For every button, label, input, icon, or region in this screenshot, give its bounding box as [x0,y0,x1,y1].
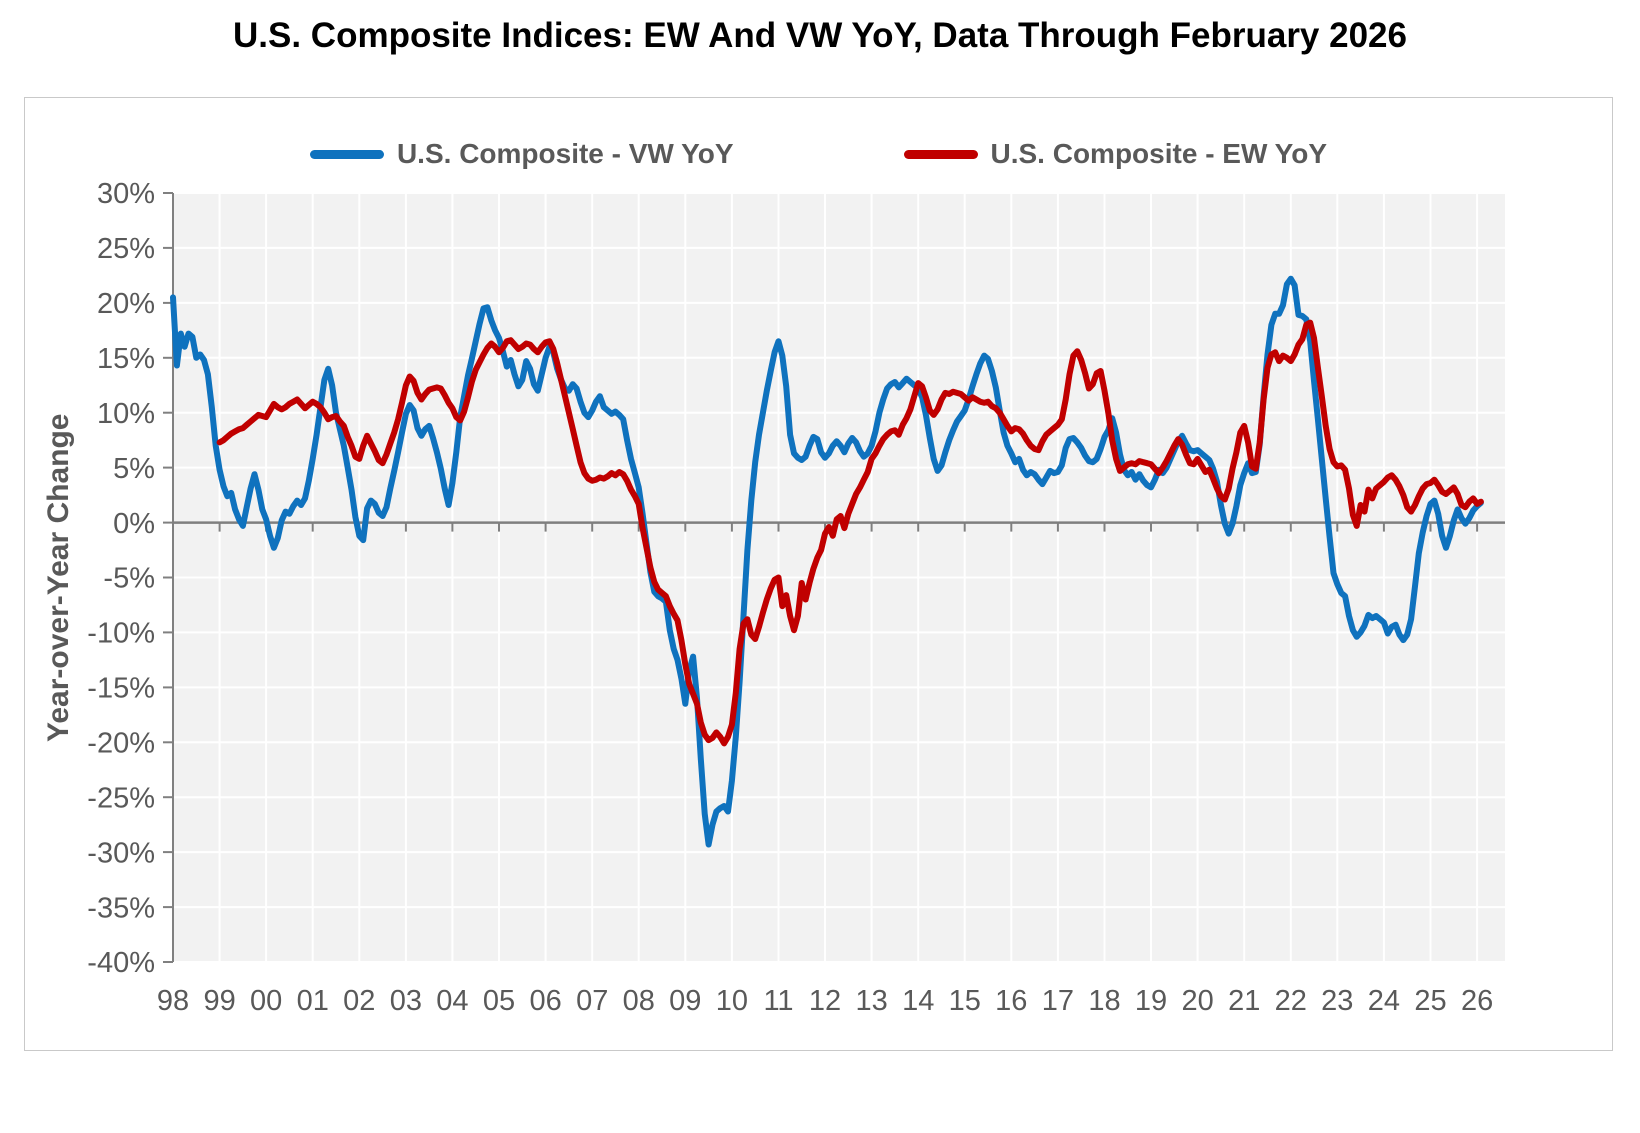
y-tick-label: 20% [97,288,155,320]
x-tick-label: 00 [250,985,282,1017]
legend-label-ew: U.S. Composite - EW YoY [990,138,1328,169]
y-tick-label: -5% [103,563,155,595]
y-tick-label: 5% [113,453,155,485]
x-tick-label: 15 [949,985,981,1017]
x-tick-label: 17 [1042,985,1074,1017]
x-tick-label: 01 [297,985,329,1017]
x-tick-label: 20 [1181,985,1213,1017]
x-tick-label: 19 [1135,985,1167,1017]
x-tick-label: 05 [483,985,515,1017]
x-tick-label: 13 [855,985,887,1017]
x-tick-label: 04 [436,985,468,1017]
y-tick-label: 10% [97,398,155,430]
y-tick-label: 0% [113,508,155,540]
x-tick-label: 26 [1461,985,1493,1017]
x-tick-label: 25 [1414,985,1446,1017]
y-tick-label: -15% [87,673,155,705]
x-tick-label: 23 [1321,985,1353,1017]
x-tick-label: 06 [529,985,561,1017]
y-tick-label: 30% [97,178,155,210]
legend-item-vw: U.S. Composite - VW YoY [309,138,734,170]
x-tick-label: 07 [576,985,608,1017]
y-tick-label: 15% [97,343,155,375]
x-tick-label: 99 [203,985,235,1017]
x-tick-label: 09 [669,985,701,1017]
x-tick-label: 02 [343,985,375,1017]
y-tick-label: 25% [97,233,155,265]
legend-label-vw: U.S. Composite - VW YoY [396,138,734,169]
x-tick-label: 16 [995,985,1027,1017]
x-tick-label: 98 [157,985,189,1017]
y-tick-label: -35% [87,892,155,924]
x-tick-label: 14 [902,985,934,1017]
x-tick-label: 10 [716,985,748,1017]
x-tick-label: 12 [809,985,841,1017]
y-tick-label: -40% [87,947,155,979]
x-tick-label: 18 [1088,985,1120,1017]
y-tick-label: -30% [87,837,155,869]
x-tick-label: 08 [623,985,655,1017]
page-title: U.S. Composite Indices: EW And VW YoY, D… [233,16,1407,55]
x-tick-label: 22 [1275,985,1307,1017]
legend-item-ew: U.S. Composite - EW YoY [903,138,1328,170]
x-tick-label: 24 [1368,985,1400,1017]
x-tick-label: 03 [390,985,422,1017]
ew-line-swatch-icon [903,149,978,159]
vw-line-swatch-icon [309,149,384,159]
x-tick-label: 11 [763,985,793,1017]
y-tick-label: -20% [87,727,155,759]
x-tick-label: 21 [1228,985,1260,1017]
chart-legend: U.S. Composite - VW YoY U.S. Composite -… [25,138,1612,170]
ew-line [216,319,1484,747]
chart-card: U.S. Composite - VW YoY U.S. Composite -… [24,97,1613,1051]
y-tick-label: -25% [87,782,155,814]
y-tick-label: -10% [87,618,155,650]
chart-canvas: -40% -35% -30% -25% -20% -15% -10% -5% 0% 5% 10% 15… [87,178,1505,1017]
